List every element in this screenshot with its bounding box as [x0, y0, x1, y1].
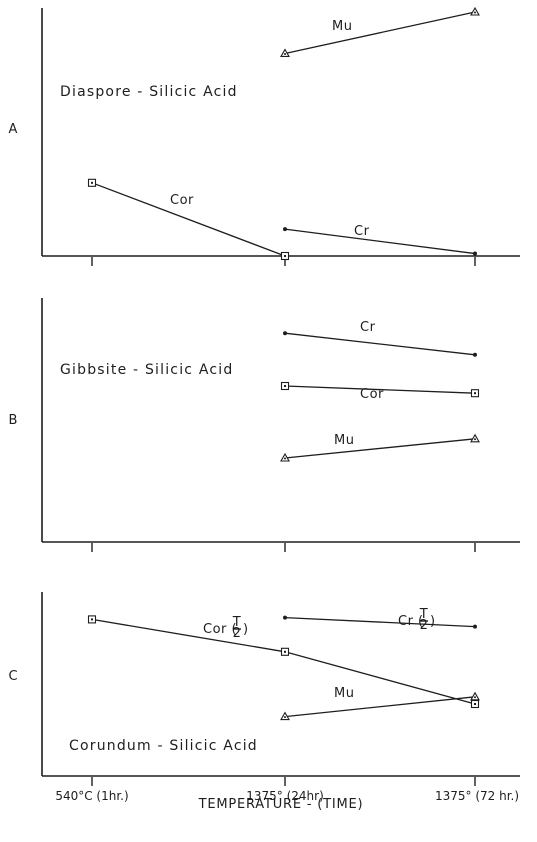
data-point-cor-t-2-3	[470, 699, 480, 709]
series-line-mu	[284, 11, 476, 55]
data-point-mu-2	[470, 7, 480, 16]
panel-a: A Diaspore - Silicic Acid Mu Cor Cr	[9, 7, 520, 266]
series-line-cr	[284, 332, 476, 356]
series-label: Cr (	[398, 614, 424, 629]
series-label: Cor	[170, 193, 194, 208]
series-line-cor	[91, 182, 286, 257]
data-point-cor-2	[470, 389, 480, 398]
series-mu: Mu	[280, 433, 480, 462]
fraction-numerator: T	[232, 615, 241, 630]
series-cor: Cor	[87, 178, 290, 261]
data-point-cr-2	[473, 352, 477, 357]
data-point-cor-t-2-1	[87, 615, 97, 624]
panel-title: Gibbsite - Silicic Acid	[60, 362, 233, 378]
series-cor-t-2: Cor (T2)	[87, 615, 480, 709]
data-point-cor-1	[280, 381, 290, 391]
data-point-cor-2	[280, 251, 290, 261]
x-tick-label-3: 1375° (72 hr.)	[435, 789, 519, 803]
series-label: Mu	[334, 433, 354, 448]
panel-letter: A	[9, 122, 18, 137]
series-label: Mu	[332, 19, 352, 34]
data-point-cr-t-2-1	[283, 615, 287, 620]
series-label: Mu	[334, 686, 354, 701]
series-label: Cor (	[203, 622, 237, 637]
series-cr: Cr	[283, 320, 477, 357]
x-tick-label-2: 1375° (24hr)	[246, 789, 324, 803]
series-label: Cr	[354, 224, 370, 239]
series-line-cr	[284, 228, 476, 255]
data-point-cor-1	[87, 178, 97, 187]
series-label: Cor	[360, 387, 384, 402]
fraction-denominator: 2	[420, 618, 429, 633]
fraction-numerator: T	[419, 607, 428, 622]
panel-b: B Gibbsite - Silicic Acid Cr Cor Mu	[9, 298, 520, 552]
series-line-mu	[284, 696, 476, 718]
fraction-denominator: 2	[233, 626, 242, 641]
series-cor: Cor	[280, 381, 480, 402]
data-point-cr-1	[283, 227, 287, 232]
series-line-cor-t-2	[91, 618, 476, 705]
series-mu: Mu	[280, 7, 480, 58]
data-point-mu-2	[470, 434, 480, 443]
series-line-cr-t-2	[284, 616, 476, 628]
series-cr-t-2: Cr (T2)	[283, 607, 477, 633]
series-line-mu	[284, 438, 476, 459]
fraction-close: )	[430, 614, 436, 629]
panel-title: Diaspore - Silicic Acid	[60, 84, 238, 100]
series-line-cor	[284, 385, 476, 394]
series-cr: Cr	[283, 224, 477, 256]
series-label: Cr	[360, 320, 376, 335]
series-mu: Mu	[280, 686, 480, 721]
x-tick-label-1: 540°C (1hr.)	[55, 789, 128, 803]
fraction-close: )	[243, 622, 249, 637]
data-point-cr-1	[283, 331, 287, 336]
panel-title: Corundum - Silicic Acid	[69, 738, 258, 754]
data-point-mu-2	[470, 692, 480, 701]
x-axis-title: TEMPERATURE - (TIME)	[198, 797, 364, 812]
panel-letter: B	[9, 413, 18, 428]
panel-letter: C	[8, 669, 17, 684]
data-point-cr-2	[473, 251, 477, 256]
data-point-cor-t-2-2	[280, 647, 290, 656]
data-point-cr-t-2-2	[473, 624, 477, 629]
